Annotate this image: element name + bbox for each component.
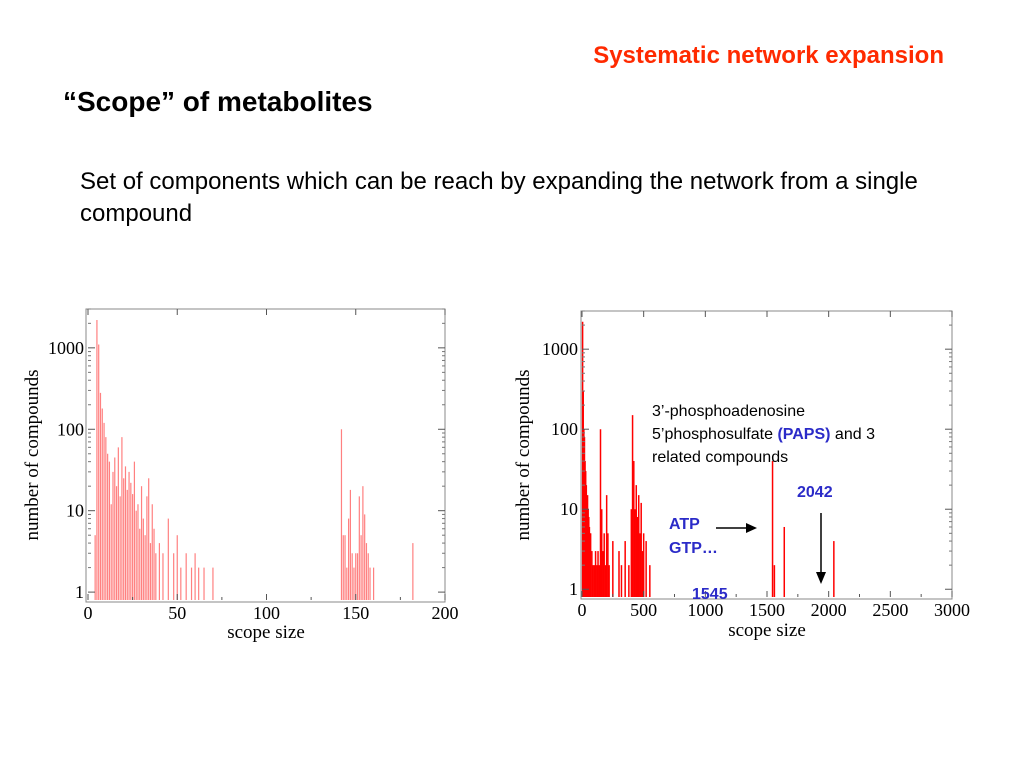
paps-line-2-prefix: 5’phosphosulfate (652, 426, 778, 443)
paps-highlight: (PAPS) (777, 426, 831, 443)
x-tick-label: 50 (168, 603, 186, 623)
slide-title: “Scope” of metabolites (63, 86, 373, 117)
header-title: Systematic network expansion (593, 42, 944, 69)
x-tick-label: 1500 (749, 600, 785, 620)
paps-line-2-suffix: and 3 (830, 426, 875, 443)
tick-group: 0 50 100 150 200 1 10 100 1000 (48, 308, 459, 623)
y-tick-label: 1000 (542, 339, 578, 359)
y-axis-label: number of compounds (513, 370, 534, 541)
y-axis-label: number of compounds (22, 370, 43, 541)
down-arrowhead (816, 572, 826, 584)
y-tick-label: 100 (57, 419, 84, 439)
x-tick-label: 200 (432, 603, 459, 623)
paps-line-1: 3’-phosphoadenosine (652, 403, 806, 420)
chart-right: 0 500 1000 1500 2000 2500 3000 1 10 100 1000 scope… (513, 310, 970, 641)
paps-line-2: 5’phosphosulfate (PAPS) and 3 (652, 423, 875, 446)
y-tick-label: 1 (75, 582, 84, 602)
label-1545: 1545 (692, 586, 728, 603)
x-tick-label: 1000 (687, 600, 723, 620)
x-tick-label: 0 (578, 600, 587, 620)
x-tick-label: 150 (342, 603, 369, 623)
tick-group: 0 500 1000 1500 2000 2500 3000 1 10 100 1000 (542, 310, 970, 620)
label-2042: 2042 (797, 484, 833, 501)
y-tick-label: 100 (551, 419, 578, 439)
label-gtp: GTP… (669, 540, 718, 557)
x-tick-label: 3000 (934, 600, 970, 620)
x-tick-label: 500 (630, 600, 657, 620)
x-axis-label: scope size (227, 622, 305, 643)
y-tick-label: 10 (560, 499, 578, 519)
y-tick-label: 1000 (48, 338, 84, 358)
x-tick-label: 2000 (811, 600, 847, 620)
x-tick-label: 0 (84, 603, 93, 623)
bar-group (94, 319, 414, 600)
paps-annotation: 3’-phosphoadenosine 5’phosphosulfate (PA… (652, 400, 875, 469)
paps-line-3: related compounds (652, 449, 789, 466)
x-axis-label: scope size (728, 620, 806, 641)
chart-left: 0 50 100 150 200 1 10 100 1000 scope size number… (22, 308, 459, 643)
label-atp: ATP (669, 516, 700, 533)
plot-frame (85, 308, 446, 603)
bar-group (581, 321, 835, 597)
x-tick-label: 2500 (872, 600, 908, 620)
y-tick-label: 10 (66, 501, 84, 521)
atp-arrowhead (746, 523, 757, 533)
y-tick-label: 1 (569, 579, 578, 599)
x-tick-label: 100 (253, 603, 280, 623)
slide-body-text: Set of components which can be reach by … (80, 168, 918, 227)
